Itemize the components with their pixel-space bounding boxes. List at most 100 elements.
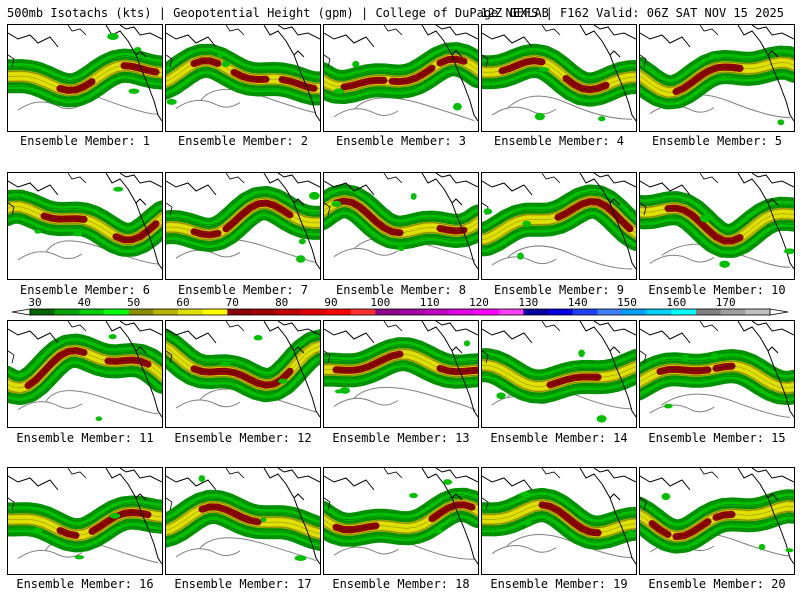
colorbar-segment	[720, 309, 746, 315]
isotach-patch	[397, 246, 405, 252]
colorbar-segment	[276, 309, 302, 315]
ensemble-member-label: Ensemble Member: 5	[651, 134, 783, 148]
isotach-patch	[95, 416, 103, 421]
isotach-patch	[598, 116, 606, 122]
colorbar-segment	[301, 309, 327, 315]
ensemble-panel	[165, 172, 321, 280]
height-line	[324, 68, 478, 98]
ensemble-panel	[7, 467, 163, 575]
height-line	[640, 207, 794, 242]
height-line	[640, 72, 794, 103]
coastline	[324, 173, 403, 216]
colorbar-segment	[474, 309, 499, 315]
isotach-patch	[339, 387, 351, 394]
coastline	[8, 25, 162, 122]
colorbar-segment	[622, 309, 647, 315]
height-contour	[354, 97, 475, 122]
height-contour	[333, 546, 399, 556]
ensemble-panel	[165, 24, 321, 132]
height-line	[640, 500, 794, 532]
coastline	[482, 173, 636, 270]
ensemble-panel	[481, 467, 637, 575]
height-line	[166, 70, 320, 99]
colorbar: 30 40 50 60 70 80 90 100 110 120 130 140 150 160 170	[10, 296, 790, 320]
ensemble-panel	[481, 172, 637, 280]
coastline	[640, 173, 794, 270]
coastline	[8, 173, 87, 216]
ensemble-panel	[7, 320, 163, 428]
isotach-patch	[682, 354, 689, 362]
colorbar-tick-label: 110	[420, 296, 440, 309]
jet-stream-map	[166, 25, 320, 122]
isotach-patch	[699, 214, 710, 223]
isotach-patch	[711, 352, 718, 360]
colorbar-segment	[523, 309, 549, 315]
coastline	[166, 321, 320, 418]
height-line	[8, 75, 162, 101]
coastline	[8, 25, 87, 68]
colorbar-segment	[646, 309, 672, 315]
isotach-patch	[463, 340, 471, 347]
ensemble-panel	[7, 172, 163, 280]
coastline	[8, 468, 87, 511]
colorbar-segment	[79, 309, 105, 315]
isotach-patch	[133, 46, 142, 53]
isotach-patch	[522, 220, 532, 227]
colorbar-segment	[400, 309, 425, 315]
ensemble-member-label: Ensemble Member: 8	[335, 283, 467, 297]
ensemble-member-label: Ensemble Member: 9	[493, 283, 625, 297]
height-line	[324, 63, 478, 93]
height-line	[640, 217, 794, 252]
isotach-patch	[331, 200, 342, 207]
ensemble-panel	[323, 172, 479, 280]
height-contour	[198, 537, 317, 562]
colorbar-svg: 30 40 50 60 70 80 90 100 110 120 130 140 150 160 170	[11, 296, 789, 316]
height-line	[8, 360, 162, 399]
height-line	[482, 509, 636, 539]
colorbar-segment	[597, 309, 623, 315]
height-line	[482, 494, 636, 524]
ensemble-member-label: Ensemble Member: 3	[335, 134, 467, 148]
ensemble-member-label: Ensemble Member: 19	[490, 577, 628, 591]
isotach-patch	[534, 112, 545, 121]
colorbar-segment	[498, 309, 524, 315]
jet-stream-map	[324, 25, 478, 122]
colorbar-segment	[572, 309, 598, 315]
ensemble-member-label: Ensemble Member: 18	[332, 577, 470, 591]
height-line	[324, 200, 478, 234]
ensemble-member-label: Ensemble Member: 1	[19, 134, 151, 148]
coastline	[8, 468, 162, 565]
isotach-patch	[260, 517, 267, 523]
ensemble-member-label: Ensemble Member: 16	[16, 577, 154, 591]
colorbar-segment	[326, 309, 351, 315]
isotach-patch	[32, 527, 43, 534]
height-line	[166, 202, 320, 236]
isotach-patch	[785, 548, 794, 553]
colorbar-segment	[30, 309, 55, 315]
coastline	[8, 173, 162, 270]
colorbar-tick-label: 80	[275, 296, 288, 309]
height-line	[482, 191, 636, 230]
height-contour	[45, 390, 159, 415]
height-line	[324, 210, 478, 244]
ensemble-panel	[323, 467, 479, 575]
isotach-patch	[253, 334, 263, 341]
coastline	[640, 468, 719, 511]
colorbar-tick-label: 170	[716, 296, 736, 309]
height-line	[324, 504, 478, 531]
jet-stream-map	[8, 321, 162, 421]
isotach-patch	[777, 119, 785, 126]
height-line	[8, 70, 162, 96]
jet-stream-map	[482, 25, 636, 122]
height-line	[640, 360, 794, 384]
height-line	[482, 211, 636, 250]
height-contour	[175, 399, 241, 409]
jet-core	[436, 55, 468, 67]
colorbar-left-arrow	[11, 308, 31, 316]
height-line	[166, 55, 320, 84]
isotach-patch	[34, 229, 42, 234]
isotach-patch	[109, 512, 121, 519]
colorbar-tick-label: 60	[176, 296, 189, 309]
colorbar-tick-label: 90	[324, 296, 337, 309]
height-line	[640, 375, 794, 399]
